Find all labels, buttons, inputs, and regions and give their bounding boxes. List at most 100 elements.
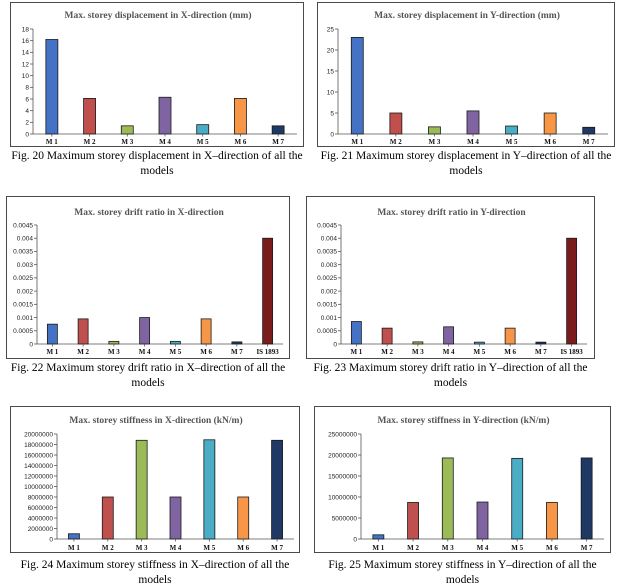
y-tick-label: 0 bbox=[333, 341, 337, 348]
y-tick-label: 0.003 bbox=[17, 262, 34, 269]
y-tick-label: 0 bbox=[353, 536, 357, 543]
y-tick-label: 0.002 bbox=[321, 288, 338, 295]
x-category-label: M 2 bbox=[381, 348, 393, 356]
y-tick-label: 0.003 bbox=[321, 262, 338, 269]
chart-frame: Max. storey displacement in Y-direction … bbox=[317, 2, 615, 147]
x-category-label: M 6 bbox=[546, 544, 558, 552]
y-tick-label: 5 bbox=[330, 110, 334, 117]
y-tick-label: 20 bbox=[327, 47, 335, 54]
chart-title: Max. storey drift ratio in X-direction bbox=[74, 208, 224, 218]
y-tick-label: 8 bbox=[25, 85, 29, 92]
y-tick-label: 0.0025 bbox=[317, 275, 337, 282]
x-category-label: M 7 bbox=[583, 138, 595, 146]
x-category-label: IS 1893 bbox=[560, 348, 583, 356]
y-tick-label: 0.0015 bbox=[13, 302, 33, 309]
x-category-label: M 6 bbox=[504, 348, 516, 356]
x-category-label: M 1 bbox=[46, 348, 58, 356]
bar-m-1 bbox=[372, 534, 385, 540]
bar-is-1893 bbox=[566, 237, 578, 345]
bar-chart-displacement-y: Max. storey displacement in Y-direction … bbox=[327, 10, 608, 146]
x-category-label: M 3 bbox=[412, 348, 424, 356]
chart-title: Max. storey displacement in X-direction … bbox=[65, 10, 252, 21]
y-tick-label: 18 bbox=[22, 26, 30, 33]
chart-title: Max. storey stiffness in Y-direction (kN… bbox=[377, 415, 549, 426]
bar-chart-stiffness-y: Max. storey stiffness in Y-direction (kN… bbox=[328, 415, 604, 552]
y-tick-label: 0.002 bbox=[17, 288, 34, 295]
bar-chart-drift-x: Max. storey drift ratio in X-direction 0 0… bbox=[13, 208, 283, 356]
bar-is-1893 bbox=[262, 237, 274, 345]
bar-m-1 bbox=[46, 323, 58, 345]
bar-m-6 bbox=[504, 327, 516, 345]
figure-caption: Fig. 24 Maximum storey stiffness in X–di… bbox=[20, 559, 290, 586]
chart-frame: Max. storey drift ratio in X-direction 0 0… bbox=[6, 196, 290, 359]
x-category-label: M 4 bbox=[170, 544, 182, 552]
bar-chart-drift-y: Max. storey drift ratio in Y-direction 0 0… bbox=[317, 208, 587, 356]
x-category-label: M 2 bbox=[102, 544, 114, 552]
y-tick-label: 0 bbox=[25, 131, 29, 138]
bar-m-4 bbox=[476, 501, 489, 540]
y-tick-label: 6 bbox=[25, 96, 29, 103]
y-tick-label: 12 bbox=[22, 61, 30, 68]
x-category-label: IS 1893 bbox=[256, 348, 279, 356]
y-tick-label: 5000000 bbox=[332, 515, 358, 522]
bar-m-6 bbox=[200, 318, 212, 345]
chart-title: Max. storey stiffness in X-direction (kN… bbox=[69, 415, 242, 426]
x-category-label: M 7 bbox=[231, 348, 243, 356]
bar-m-2 bbox=[101, 496, 114, 540]
y-tick-label: 18000000 bbox=[24, 442, 53, 449]
bar-m-1 bbox=[350, 321, 362, 345]
y-tick-label: 10000000 bbox=[24, 484, 53, 491]
x-category-label: M 3 bbox=[442, 544, 454, 552]
y-tick-label: 12000000 bbox=[24, 473, 53, 480]
chart-frame: Max. storey stiffness in Y-direction (kN… bbox=[314, 406, 611, 553]
x-category-label: M 3 bbox=[121, 138, 133, 146]
bar-m-1 bbox=[68, 533, 80, 540]
bar-m-1 bbox=[350, 37, 364, 135]
x-category-label: M 5 bbox=[197, 138, 209, 146]
x-category-label: M 3 bbox=[428, 138, 440, 146]
bar-m-2 bbox=[407, 502, 419, 540]
bar-m-4 bbox=[443, 326, 455, 345]
x-category-label: M 5 bbox=[473, 348, 485, 356]
bar-m-3 bbox=[412, 341, 424, 345]
bar-m-5 bbox=[511, 457, 524, 540]
y-tick-label: 6000000 bbox=[28, 505, 54, 512]
x-category-label: M 3 bbox=[108, 348, 120, 356]
x-category-label: M 7 bbox=[271, 544, 283, 552]
chart-title: Max. storey drift ratio in Y-direction bbox=[377, 208, 526, 218]
figure-caption: Fig. 23 Maximum storey drift ratio in Y–… bbox=[313, 362, 588, 389]
bar-chart-stiffness-x: Max. storey stiffness in X-direction (kN… bbox=[24, 415, 294, 552]
x-category-label: M 7 bbox=[272, 138, 284, 146]
x-category-label: M 2 bbox=[77, 348, 89, 356]
x-category-label: M 7 bbox=[535, 348, 547, 356]
bar-m-4 bbox=[158, 96, 172, 135]
x-category-label: M 4 bbox=[477, 544, 489, 552]
x-category-label: M 2 bbox=[390, 138, 402, 146]
x-category-label: M 3 bbox=[136, 544, 148, 552]
y-tick-label: 2 bbox=[25, 120, 29, 127]
bar-m-6 bbox=[546, 502, 558, 540]
x-category-label: M 6 bbox=[200, 348, 212, 356]
y-tick-label: 0.0045 bbox=[13, 222, 33, 229]
y-tick-label: 0.001 bbox=[17, 315, 34, 322]
x-category-label: M 2 bbox=[407, 544, 419, 552]
bar-m-7 bbox=[231, 341, 243, 345]
y-tick-label: 4 bbox=[25, 108, 29, 115]
y-tick-label: 10 bbox=[327, 89, 335, 96]
y-tick-label: 15000000 bbox=[328, 473, 357, 480]
y-tick-label: 4000000 bbox=[28, 515, 54, 522]
bar-m-3 bbox=[135, 439, 148, 540]
bar-m-2 bbox=[389, 112, 403, 135]
figure-caption: Fig. 20 Maximum storey displacement in X… bbox=[11, 150, 303, 177]
chart-frame: Max. storey displacement in X-direction … bbox=[10, 2, 304, 147]
x-category-label: M 6 bbox=[234, 138, 246, 146]
bar-m-3 bbox=[428, 126, 441, 135]
y-tick-label: 0.0005 bbox=[317, 328, 337, 335]
bar-m-6 bbox=[543, 112, 557, 135]
bar-m-7 bbox=[582, 126, 596, 135]
bar-m-6 bbox=[237, 496, 250, 540]
bar-m-1 bbox=[45, 39, 59, 135]
x-category-label: M 7 bbox=[581, 544, 593, 552]
y-tick-label: 0 bbox=[49, 536, 53, 543]
bar-m-3 bbox=[120, 125, 134, 135]
